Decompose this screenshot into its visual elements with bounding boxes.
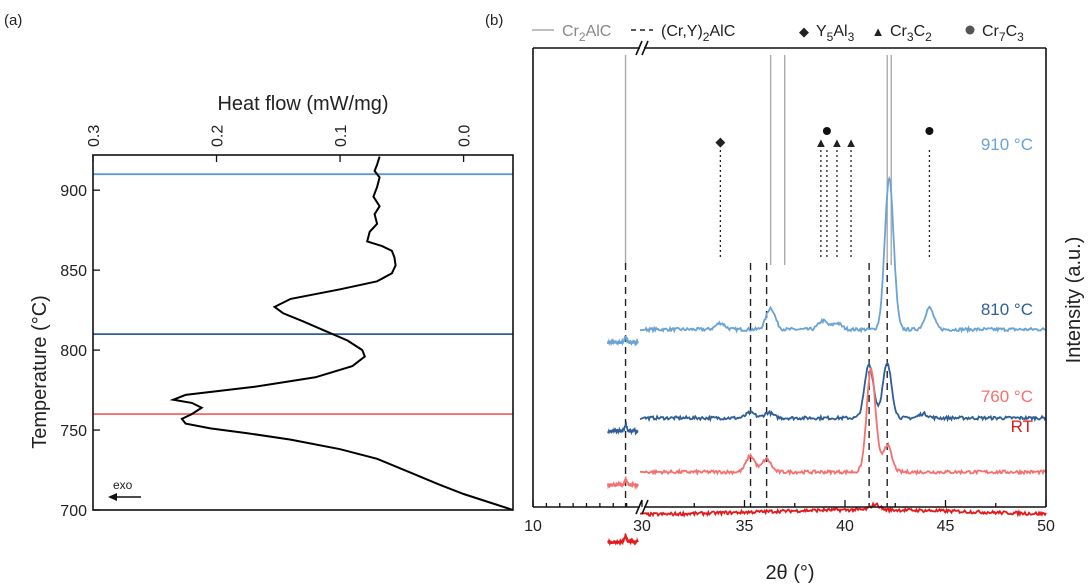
axis-break-mark [635, 40, 643, 56]
xrd-pattern-segment [607, 420, 639, 436]
legend-swatch: ◆ [799, 24, 809, 39]
panel-a-ticks: 0.3 0.2 0.1 0.0 700 750 800 850 900 [60, 125, 473, 520]
panel-a-label: (a) [4, 12, 22, 29]
axis-break-mark [641, 499, 649, 515]
panel-b-legend: Cr2AlC (Cr,Y)2AlC ◆ Y5Al3 ▲ Cr3C2 Cr7C3 [532, 23, 1024, 44]
cr3c2-marker: ▲ [845, 135, 858, 150]
panel-b-xtick-label: 35 [736, 518, 754, 535]
panel-a-xtick-label: 0.0 [457, 125, 474, 147]
series-label: 810 °C [981, 300, 1033, 319]
axis-break-mark [641, 40, 649, 56]
panel-a-xlabel: Heat flow (mW/mg) [217, 93, 388, 115]
xrd-pattern-segment [639, 175, 1047, 334]
panel-b-label: (b) [485, 12, 503, 29]
panel-b-xrd-plot: Cr2AlC (Cr,Y)2AlC ◆ Y5Al3 ▲ Cr3C2 Cr7C3 ◆ ▲ ▲ ▲ 9… [524, 23, 1085, 584]
panel-a-frame [92, 154, 514, 511]
panel-a-dsc-curve [169, 156, 514, 511]
panel-b-series-labels: 910 °C 810 °C 760 °C RT [981, 135, 1033, 436]
panel-a-dsc-plot: Heat flow (mW/mg) Temperature (°C) 0.3 0.… [29, 93, 514, 520]
legend-label: Cr7C3 [982, 23, 1024, 44]
panel-a-xtick-label: 0.2 [210, 125, 227, 147]
cr7c3-marker [925, 127, 934, 135]
panel-b-series [607, 175, 1047, 547]
y5al3-marker: ◆ [715, 134, 725, 149]
cr3c2-marker: ▲ [831, 135, 844, 150]
series-label: RT [1011, 417, 1033, 436]
legend-label: Cr3C2 [890, 23, 932, 44]
panel-b-xtick-label: 30 [633, 518, 651, 535]
axis-break-mark [635, 499, 643, 515]
panel-a-xtick-label: 0.1 [333, 125, 350, 147]
legend-label: Y5Al3 [816, 23, 855, 44]
panel-a-xtick-label: 0.3 [86, 125, 103, 147]
panel-b-reference-lines [624, 55, 931, 507]
cr3c2-marker: ▲ [814, 135, 827, 150]
legend-swatch: ▲ [872, 24, 885, 39]
panel-a-ylabel: Temperature (°C) [29, 295, 51, 449]
xrd-pattern-segment [639, 501, 1047, 518]
panel-b-xtick-label: 10 [524, 518, 542, 535]
panel-a-ytick-label: 750 [60, 423, 87, 440]
xrd-pattern-segment [639, 361, 1047, 423]
panel-b-xtick-label: 45 [937, 518, 955, 535]
panel-b-ylabel: Intensity (a.u.) [1063, 237, 1085, 364]
xrd-pattern-segment [607, 475, 639, 490]
exo-arrow-head [108, 493, 117, 501]
series-label: 910 °C [981, 135, 1033, 154]
panel-a-ytick-label: 850 [60, 263, 87, 280]
panel-a-ytick-label: 900 [60, 183, 87, 200]
panel-b-xtick-label: 50 [1037, 518, 1055, 535]
panel-a-ytick-label: 800 [60, 343, 87, 360]
legend-swatch [965, 25, 975, 35]
panel-a-reference-lines [93, 173, 513, 415]
xrd-pattern-segment [607, 532, 639, 547]
xrd-pattern-segment [639, 367, 1047, 477]
exo-label: exo [113, 478, 133, 492]
legend-label: Cr2AlC [562, 23, 611, 44]
panel-a-ytick-label: 700 [60, 503, 87, 520]
xrd-pattern-segment [607, 335, 639, 347]
panel-b-ticks: 10 30 35 40 45 50 [524, 500, 1055, 535]
panel-b-frame [532, 40, 1047, 515]
panel-b-phase-markers: ◆ ▲ ▲ ▲ [715, 127, 934, 150]
series-label: 760 °C [981, 387, 1033, 406]
cr7c3-marker [822, 127, 831, 135]
panel-b-xtick-label: 40 [836, 518, 854, 535]
legend-label: (Cr,Y)2AlC [661, 23, 735, 44]
panel-b-xlabel: 2θ (°) [765, 562, 814, 584]
